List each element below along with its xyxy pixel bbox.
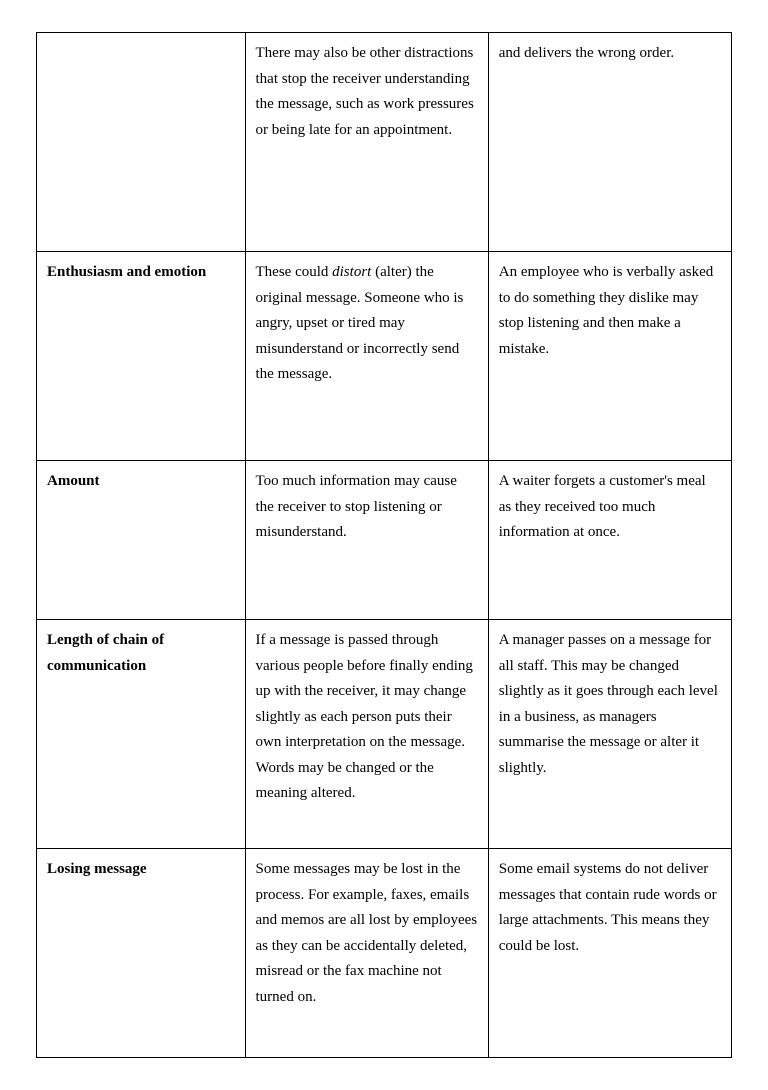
barrier-name: Losing message [47, 861, 147, 877]
barrier-name-cell: Length of chain of communication [37, 620, 246, 849]
example-text: An employee who is verbally asked to do … [499, 264, 714, 357]
barrier-name: Enthusiasm and emotion [47, 264, 206, 280]
example-cell: and delivers the wrong order. [488, 33, 731, 252]
explanation-pre: Some messages may be lost in the process… [256, 861, 478, 1005]
explanation-cell: Too much information may cause the recei… [245, 461, 488, 620]
barrier-name: Amount [47, 473, 100, 489]
example-cell: A manager passes on a message for all st… [488, 620, 731, 849]
explanation-pre: There may also be other distractions tha… [256, 45, 474, 138]
explanation-cell: These could distort (alter) the original… [245, 252, 488, 461]
table-row: Length of chain of communication If a me… [37, 620, 732, 849]
table-row: There may also be other distractions tha… [37, 33, 732, 252]
example-text: A waiter forgets a customer's meal as th… [499, 473, 706, 540]
example-text: and delivers the wrong order. [499, 45, 674, 61]
table-row: Amount Too much information may cause th… [37, 461, 732, 620]
explanation-pre: Too much information may cause the recei… [256, 473, 457, 540]
table-row: Losing message Some messages may be lost… [37, 849, 732, 1058]
explanation-post: (alter) the original message. Someone wh… [256, 264, 464, 382]
explanation-italic: distort [332, 264, 371, 280]
table-row: Enthusiasm and emotion These could disto… [37, 252, 732, 461]
barrier-name-cell: Enthusiasm and emotion [37, 252, 246, 461]
explanation-pre: These could [256, 264, 333, 280]
explanation-cell: There may also be other distractions tha… [245, 33, 488, 252]
example-cell: A waiter forgets a customer's meal as th… [488, 461, 731, 620]
barrier-name-cell: Losing message [37, 849, 246, 1058]
barrier-name-cell [37, 33, 246, 252]
example-cell: Some email systems do not deliver messag… [488, 849, 731, 1058]
explanation-pre: If a message is passed through various p… [256, 632, 473, 801]
example-cell: An employee who is verbally asked to do … [488, 252, 731, 461]
barrier-name-cell: Amount [37, 461, 246, 620]
explanation-cell: Some messages may be lost in the process… [245, 849, 488, 1058]
explanation-cell: If a message is passed through various p… [245, 620, 488, 849]
communication-barriers-table: There may also be other distractions tha… [36, 32, 732, 1058]
example-text: Some email systems do not deliver messag… [499, 861, 717, 954]
barrier-name: Length of chain of communication [47, 632, 164, 674]
example-text: A manager passes on a message for all st… [499, 632, 718, 776]
